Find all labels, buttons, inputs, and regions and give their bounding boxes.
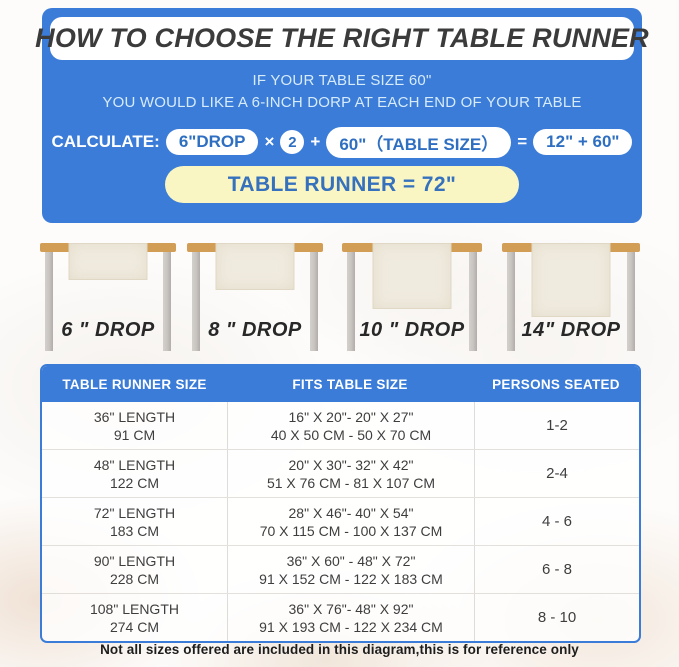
runner-size-cm: 228 CM bbox=[109, 570, 160, 587]
persons-seated: 8 - 10 bbox=[537, 608, 577, 626]
table-leg-icon bbox=[310, 252, 318, 351]
persons-seated: 4 - 6 bbox=[541, 512, 572, 530]
persons-seated: 6 - 8 bbox=[541, 560, 572, 578]
runner-drape-icon bbox=[68, 243, 148, 280]
drop-label: 8 " DROP bbox=[208, 319, 302, 341]
times-operator: × bbox=[264, 132, 275, 151]
drop-label: 14" DROP bbox=[521, 319, 621, 341]
table-leg-icon bbox=[507, 252, 515, 351]
table-leg-icon bbox=[627, 252, 635, 351]
table-leg-icon bbox=[192, 252, 200, 351]
runner-drape-icon bbox=[372, 243, 452, 309]
intro-line-2: YOU WOULD LIKE A 6-INCH DORP AT EACH END… bbox=[102, 94, 582, 111]
persons-seated: 2-4 bbox=[546, 464, 568, 482]
runner-size-in: 48" LENGTH bbox=[93, 456, 176, 473]
title-box: HOW TO CHOOSE THE RIGHT TABLE RUNNER bbox=[35, 17, 649, 60]
col-header-persons-seated: PERSONS SEATED bbox=[492, 376, 620, 392]
equals-operator: = bbox=[517, 132, 528, 151]
runner-size-in: 36" LENGTH bbox=[93, 408, 176, 425]
fits-size-cm: 91 X 152 CM - 122 X 183 CM bbox=[259, 570, 443, 587]
runner-size-cm: 183 CM bbox=[109, 522, 160, 539]
runner-size-in: 72" LENGTH bbox=[93, 504, 176, 521]
fits-size-cm: 51 X 76 CM - 81 X 107 CM bbox=[266, 474, 436, 491]
fits-size-in: 20" X 30"- 32" X 42" bbox=[288, 456, 414, 473]
runner-drape-icon bbox=[531, 243, 611, 317]
runner-size-in: 108" LENGTH bbox=[89, 600, 179, 617]
sum-pill: 12" + 60" bbox=[533, 129, 633, 155]
table-leg-icon bbox=[469, 252, 477, 351]
fits-size-cm: 40 X 50 CM - 50 X 70 CM bbox=[270, 426, 432, 443]
table-leg-icon bbox=[163, 252, 171, 351]
calculate-label: CALCULATE: bbox=[51, 132, 160, 151]
fits-size-cm: 91 X 193 CM - 122 X 234 CM bbox=[259, 618, 443, 635]
page-title: HOW TO CHOOSE THE RIGHT TABLE RUNNER bbox=[35, 23, 649, 53]
table-row: 48" LENGTH 122 CM 20" X 30"- 32" X 42" 5… bbox=[42, 449, 639, 497]
table-row: 36" LENGTH 91 CM 16" X 20"- 20" X 27" 40… bbox=[42, 402, 639, 449]
size-chart-table: TABLE RUNNER SIZE FITS TABLE SIZE PERSON… bbox=[40, 364, 641, 643]
drop-figures-row: 6 " DROP 8 " DROP 10 " DROP 14" DROP bbox=[0, 243, 679, 351]
col-header-runner-size: TABLE RUNNER SIZE bbox=[62, 376, 207, 392]
fits-size-in: 28" X 46"- 40" X 54" bbox=[288, 504, 414, 521]
table-row: 108" LENGTH 274 CM 36" X 76"- 48" X 92" … bbox=[42, 593, 639, 641]
calculation-row: CALCULATE: 6"DROP × 2 + 60"（TABLE SIZE） … bbox=[42, 126, 642, 158]
result-pill: TABLE RUNNER = 72" bbox=[165, 166, 519, 203]
table-leg-icon bbox=[45, 252, 53, 351]
table-figure-10-drop: 10 " DROP bbox=[342, 243, 482, 351]
table-figure-14-drop: 14" DROP bbox=[502, 243, 640, 351]
runner-size-cm: 274 CM bbox=[109, 618, 160, 635]
table-figure-8-drop: 8 " DROP bbox=[187, 243, 323, 351]
table-leg-icon bbox=[347, 252, 355, 351]
runner-size-cm: 91 CM bbox=[113, 426, 156, 443]
fits-size-cm: 70 X 115 CM - 100 X 137 CM bbox=[259, 522, 443, 539]
plus-operator: + bbox=[310, 132, 321, 151]
header-panel: HOW TO CHOOSE THE RIGHT TABLE RUNNER IF … bbox=[35, 8, 649, 223]
col-header-fits-table-size: FITS TABLE SIZE bbox=[292, 376, 408, 392]
intro-line-1: IF YOUR TABLE SIZE 60" bbox=[252, 72, 432, 89]
table-header-row: TABLE RUNNER SIZE FITS TABLE SIZE PERSON… bbox=[42, 366, 639, 402]
runner-size-cm: 122 CM bbox=[109, 474, 160, 491]
footer-note: Not all sizes offered are included in th… bbox=[100, 642, 579, 657]
fits-size-in: 36" X 60" - 48" X 72" bbox=[286, 552, 416, 569]
table-size-pill: 60"（TABLE SIZE） bbox=[326, 126, 512, 158]
drop-pill: 6"DROP bbox=[165, 129, 259, 155]
drop-label: 10 " DROP bbox=[359, 319, 465, 341]
table-figure-6-drop: 6 " DROP bbox=[40, 243, 176, 351]
table-row: 90" LENGTH 228 CM 36" X 60" - 48" X 72" … bbox=[42, 545, 639, 593]
drop-label: 6 " DROP bbox=[61, 319, 155, 341]
persons-seated: 1-2 bbox=[546, 416, 568, 434]
fits-size-in: 16" X 20"- 20" X 27" bbox=[288, 408, 414, 425]
runner-drape-icon bbox=[215, 243, 295, 290]
table-row: 72" LENGTH 183 CM 28" X 46"- 40" X 54" 7… bbox=[42, 497, 639, 545]
multiplier-badge: 2 bbox=[280, 130, 305, 154]
fits-size-in: 36" X 76"- 48" X 92" bbox=[288, 600, 414, 617]
runner-size-in: 90" LENGTH bbox=[93, 552, 176, 569]
